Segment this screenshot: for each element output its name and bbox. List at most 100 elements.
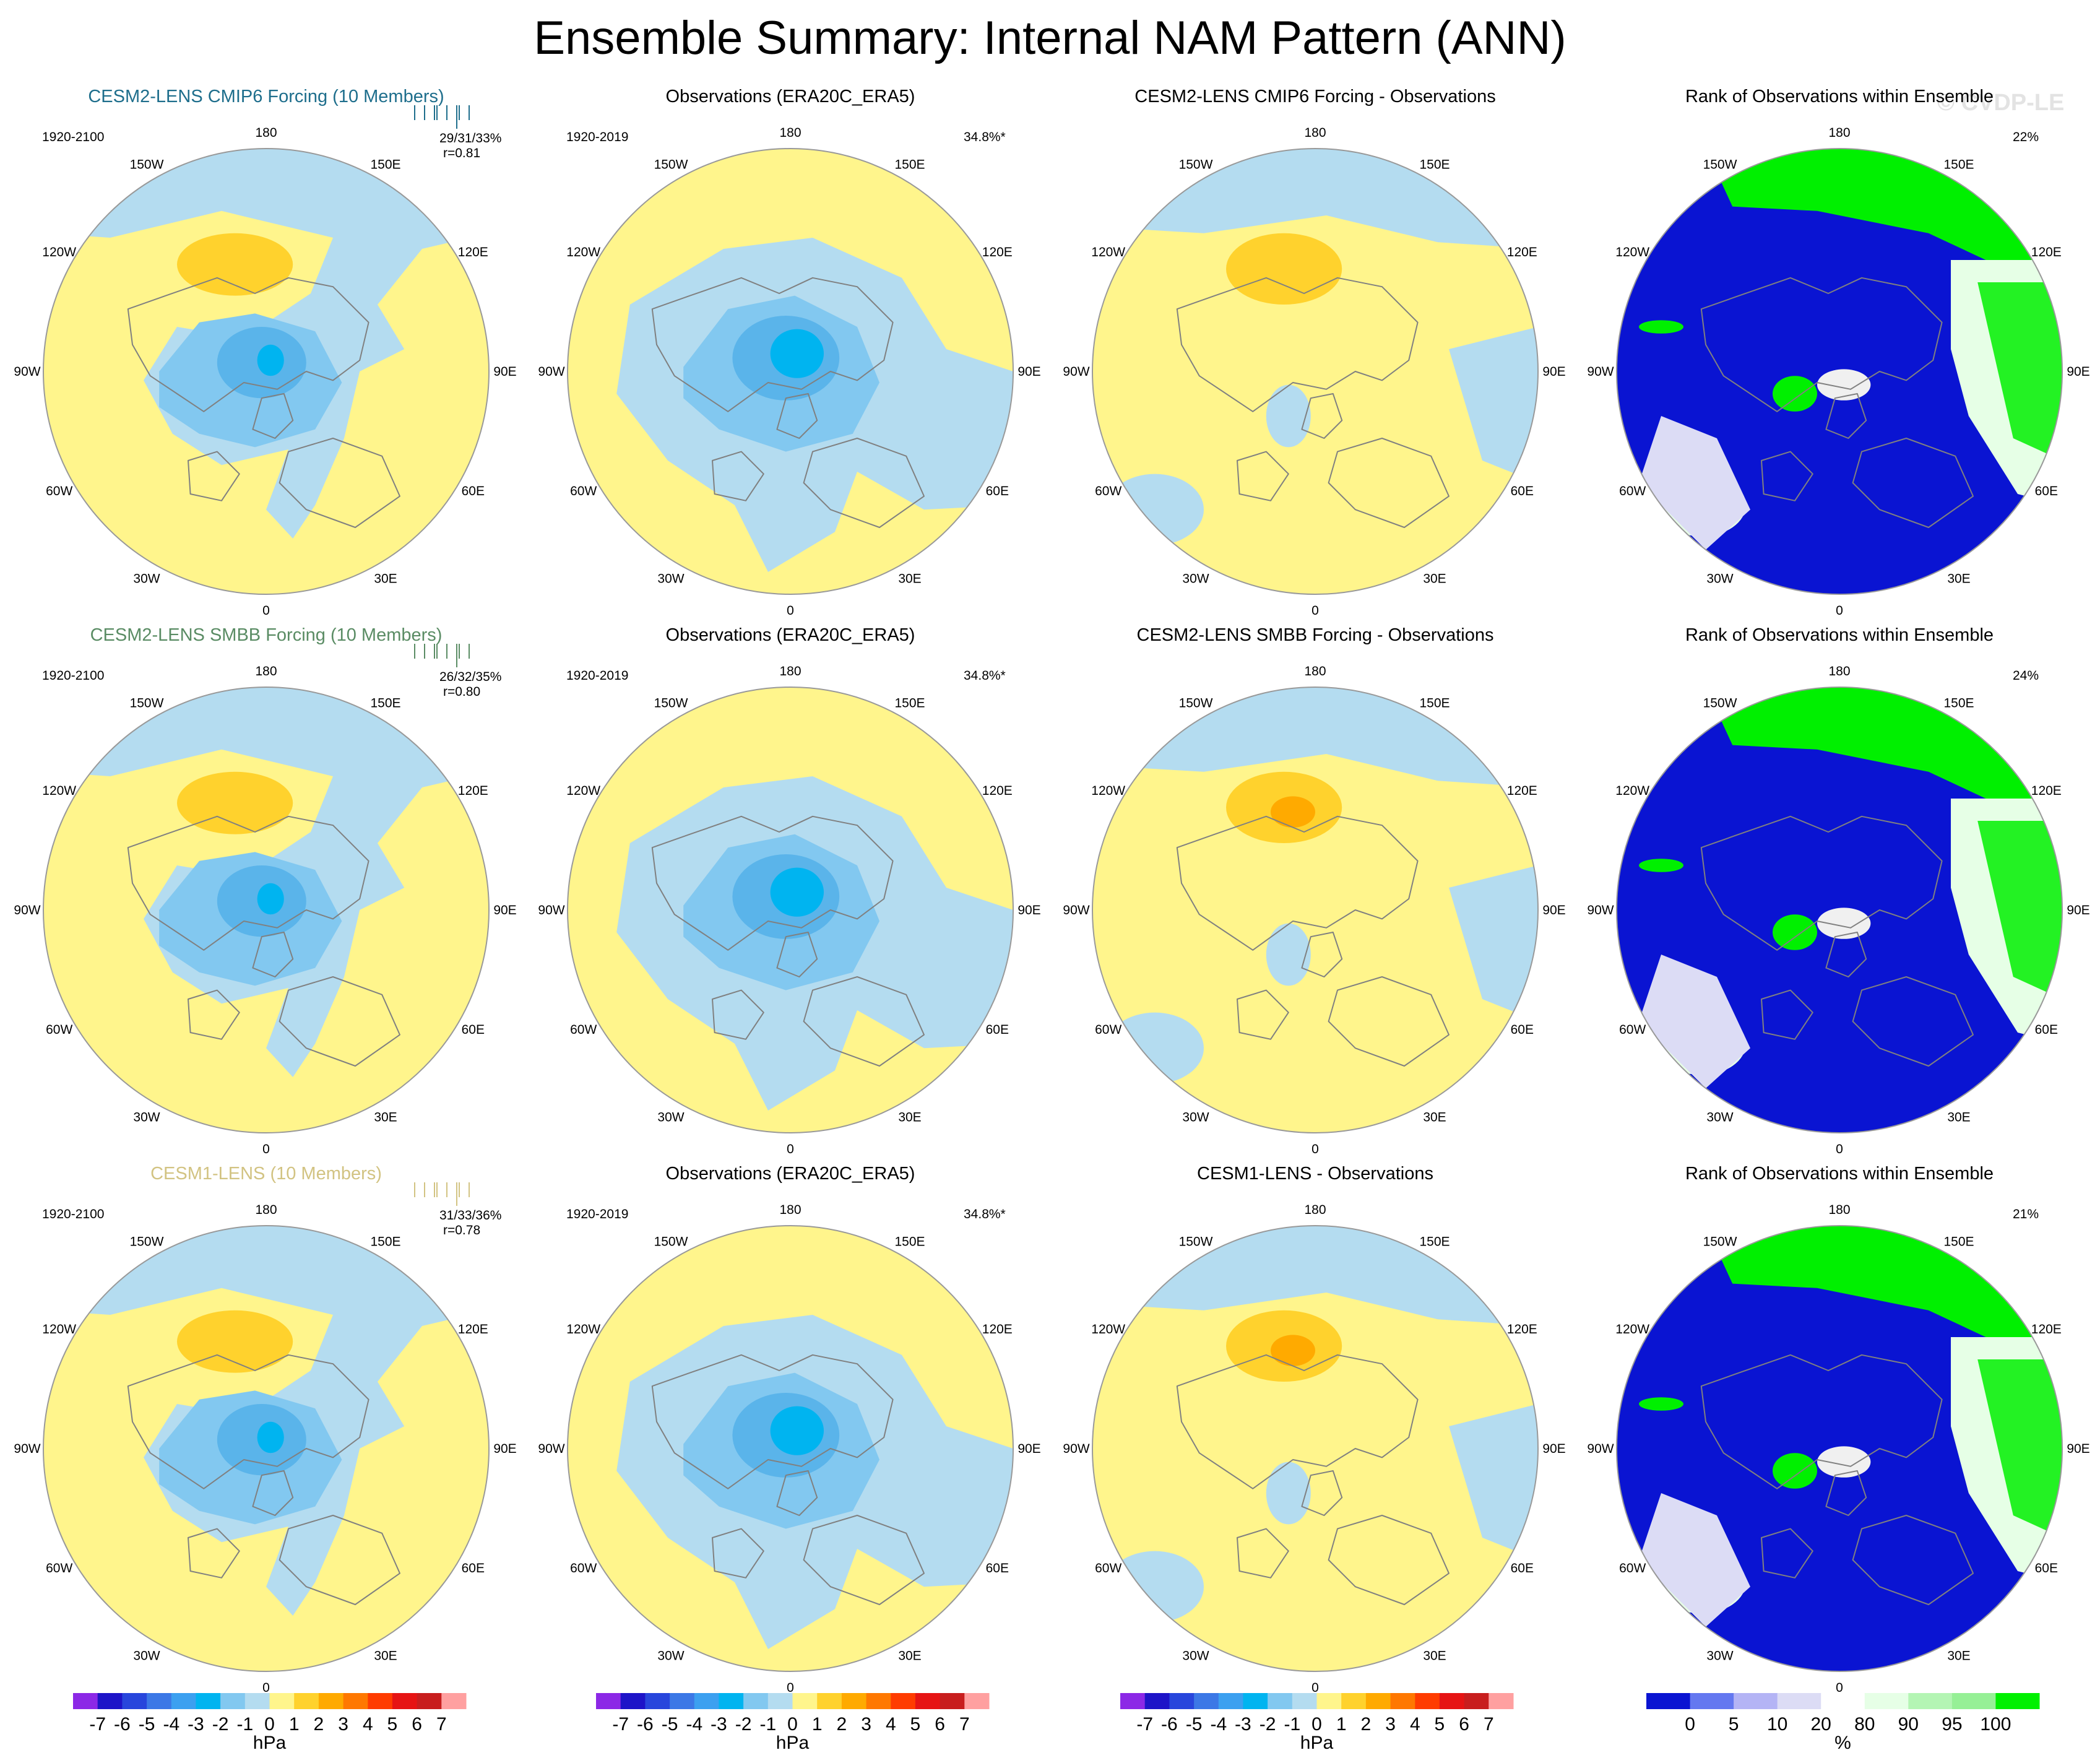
- colorbar-tick-label: 0: [787, 1714, 798, 1735]
- longitude-label: 30E: [1947, 571, 1970, 586]
- longitude-label: 120E: [458, 784, 488, 798]
- colorbar-unit-label: hPa: [1300, 1733, 1334, 1753]
- longitude-label: 150E: [1943, 696, 1974, 711]
- colorbar-tick-label: 20: [1811, 1714, 1831, 1735]
- longitude-label: 30W: [1706, 1648, 1733, 1663]
- negative-core: [770, 329, 824, 378]
- coastline: [1761, 451, 1813, 501]
- colorbar-unit-label: hPa: [253, 1733, 287, 1753]
- map-boundary: [1092, 1225, 1539, 1672]
- colorbar-tick-label: -4: [686, 1714, 702, 1735]
- colorbar: 0 5 10 20 80 90 95 100%: [1646, 1693, 2040, 1753]
- coastline: [1176, 277, 1419, 412]
- longitude-label: 120E: [2031, 784, 2062, 798]
- colorbar-tick-label: -3: [711, 1714, 727, 1735]
- longitude-label: 90E: [493, 365, 516, 379]
- colorbar-tick-label: -3: [1235, 1714, 1251, 1735]
- longitude-label: 30W: [657, 1110, 684, 1124]
- longitude-label: 60W: [1619, 1023, 1646, 1037]
- colorbar-tick-label: 1: [289, 1714, 300, 1735]
- longitude-label: 60W: [1095, 1023, 1121, 1037]
- map-boundary: [567, 1225, 1014, 1672]
- background-field: [1092, 1226, 1538, 1671]
- map-panel: CESM2-LENS SMBB Forcing (10 Members) 180 1…: [14, 625, 516, 1156]
- coastline: [651, 1354, 894, 1489]
- panel-title: CESM1-LENS - Observations: [1197, 1164, 1433, 1184]
- longitude-label: 30E: [1423, 1648, 1446, 1663]
- longitude-label: 150E: [1943, 158, 1974, 172]
- coastline: [1301, 393, 1343, 439]
- longitude-label: 180: [779, 1203, 801, 1217]
- coastline: [1237, 989, 1289, 1040]
- longitude-label: 180: [1304, 1203, 1326, 1217]
- colorbar-swatch: [1365, 1693, 1391, 1709]
- colorbar-swatch: [294, 1693, 319, 1709]
- longitude-label: 30W: [1182, 1648, 1209, 1663]
- longitude-label: 30E: [898, 571, 921, 586]
- colorbar-swatch: [1341, 1693, 1367, 1709]
- longitude-label: 150W: [654, 1235, 688, 1249]
- coastline: [803, 976, 925, 1067]
- period-label: 1920-2019: [566, 130, 628, 144]
- ensemble-stats-label: 29/31/33%: [439, 131, 501, 145]
- colorbar-tick-label: -6: [637, 1714, 654, 1735]
- longitude-label: 60W: [570, 1561, 597, 1575]
- colorbar-swatch: [1218, 1693, 1243, 1709]
- coastline: [127, 1354, 369, 1489]
- coastline: [1852, 976, 1974, 1067]
- colorbar-swatch: [220, 1693, 246, 1709]
- longitude-label: 60E: [462, 1561, 485, 1575]
- map-boundary: [1616, 1225, 2063, 1672]
- panel-title: CESM1-LENS (10 Members): [150, 1164, 382, 1184]
- colorbar-tick-label: -7: [89, 1714, 106, 1735]
- colorbar-swatch: [343, 1693, 368, 1709]
- negative-core: [257, 883, 284, 915]
- longitude-label: 30W: [133, 1110, 160, 1124]
- longitude-label: 120E: [982, 784, 1013, 798]
- longitude-label: 60E: [462, 484, 485, 498]
- colorbar-tick-label: 10: [1767, 1714, 1787, 1735]
- longitude-label: 90E: [1542, 903, 1565, 917]
- coastline: [651, 815, 894, 951]
- map-field: [43, 1226, 489, 1671]
- colorbar-tick-label: -6: [1161, 1714, 1178, 1735]
- coastline: [1825, 393, 1867, 439]
- longitude-label: 0: [1836, 604, 1843, 618]
- percent-variance-label: 22%: [2013, 130, 2039, 144]
- rank-high-spot-2: [1639, 320, 1683, 334]
- colorbar-tick-label: 7: [436, 1714, 447, 1735]
- percent-variance-label: 34.8%*: [964, 130, 1006, 144]
- colorbar-swatch: [1864, 1693, 1909, 1709]
- longitude-label: 60W: [570, 484, 597, 498]
- colorbar-swatch: [1292, 1693, 1317, 1709]
- longitude-label: 180: [1304, 126, 1326, 140]
- longitude-label: 180: [255, 664, 277, 678]
- colorbar-swatch: [1415, 1693, 1440, 1709]
- colorbar-swatch: [866, 1693, 891, 1709]
- ensemble-stats-label: 31/33/36%: [439, 1208, 501, 1223]
- longitude-label: 150W: [130, 158, 164, 172]
- colorbar-tick-label: -2: [735, 1714, 752, 1735]
- longitude-label: 30E: [374, 1110, 397, 1124]
- coastline: [1761, 1528, 1813, 1579]
- longitude-label: 150E: [1419, 1235, 1450, 1249]
- longitude-label: 0: [787, 1681, 794, 1695]
- longitude-label: 150E: [370, 696, 400, 711]
- longitude-label: 60W: [46, 484, 72, 498]
- longitude-label: 60W: [570, 1023, 597, 1037]
- longitude-label: 120E: [1507, 784, 1537, 798]
- colorbar-swatch: [1821, 1693, 1865, 1709]
- colorbar-swatch: [1390, 1693, 1415, 1709]
- coastline: [776, 393, 818, 439]
- map-field: [1092, 687, 1538, 1133]
- coastline: [252, 1470, 294, 1516]
- longitude-label: 0: [1311, 604, 1319, 618]
- colorbar-swatch: [171, 1693, 196, 1709]
- map-panel: CESM1-LENS - Observations 180 150E 120E 90E 6…: [1063, 1164, 1565, 1695]
- colorbar-tick-label: 3: [1385, 1714, 1396, 1735]
- colorbar-tick-label: -1: [236, 1714, 253, 1735]
- longitude-label: 90E: [2067, 365, 2089, 379]
- colorbar-swatch: [964, 1693, 990, 1709]
- colorbar-tick-label: -1: [1284, 1714, 1300, 1735]
- longitude-label: 30W: [1706, 1110, 1733, 1124]
